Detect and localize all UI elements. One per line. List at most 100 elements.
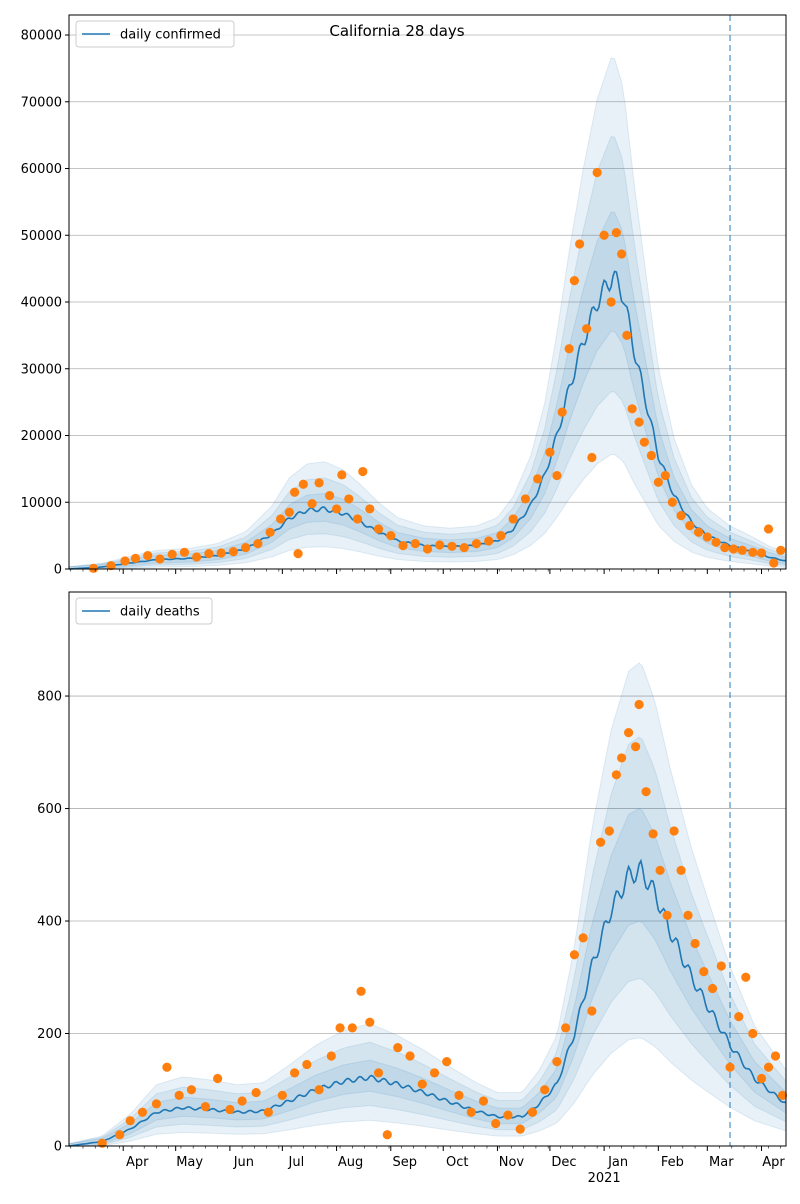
confirmed-observed-point [676,511,686,521]
deaths-observed-point [777,1090,788,1100]
deaths-observed-point [417,1079,427,1089]
deaths-observed-point [624,728,634,738]
figure-title: California 28 days [329,22,464,40]
deaths-y-tick-label: 800 [37,690,62,705]
deaths-observed-point [393,1042,403,1053]
deaths-observed-point [716,961,726,971]
confirmed-observed-point [435,540,445,550]
deaths-observed-point [356,986,366,996]
deaths-legend-label: daily deaths [120,605,200,620]
confirmed-observed-point [575,239,585,249]
confirmed-observed-point [639,437,649,447]
x-month-label: Nov [499,1155,525,1170]
confirmed-observed-point [557,407,567,417]
x-month-label: Feb [661,1155,684,1170]
deaths-observed-point [365,1017,375,1027]
deaths-observed-point [263,1107,273,1117]
deaths-y-tick-label: 0 [54,1140,62,1155]
confirmed-y-tick-label: 30000 [21,362,62,377]
deaths-observed-point [604,826,614,836]
deaths-y-tick-label: 200 [37,1027,62,1042]
x-month-label: Mar [709,1155,734,1170]
confirmed-x-ticks [70,569,782,574]
confirmed-observed-point [307,498,317,509]
deaths-observed-point [690,938,700,949]
deaths-observed-point [763,1062,774,1072]
deaths-observed-point [151,1099,162,1109]
deaths-axes-frame [68,591,787,1147]
deaths-observed-point [186,1085,197,1095]
confirmed-observed-point [776,545,786,555]
x-month-label: Aug [338,1155,363,1170]
deaths-observed-point [725,1062,735,1072]
deaths-observed-point [237,1096,247,1106]
deaths-observed-point [748,1028,758,1039]
confirmed-observed-point [653,477,663,487]
confirmed-observed-points [88,167,786,573]
confirmed-observed-point [293,549,303,559]
confirmed-observed-point [611,227,621,238]
confirmed-y-tick-label: 20000 [21,429,62,444]
confirmed-legend-label: daily confirmed [120,28,221,43]
confirmed-observed-point [365,504,375,514]
confirmed-observed-point [459,543,469,553]
deaths-observed-point [676,865,686,876]
x-year-label: 2021 [588,1171,621,1186]
confirmed-y-tick-label: 0 [54,563,62,578]
deaths-observed-point [641,787,651,797]
confirmed-observed-point [533,474,543,484]
deaths-observed-point [454,1090,464,1100]
deaths-legend-box [75,597,213,625]
confirmed-observed-point [582,324,592,334]
deaths-observed-point [569,950,579,960]
x-month-label: Dec [551,1155,576,1170]
confirmed-observed-point [284,507,294,517]
confirmed-observed-point [508,514,518,524]
confirmed-observed-point [228,547,238,557]
confirmed-observed-point [337,470,347,480]
deaths-observed-point [503,1110,513,1120]
deaths-y-tick-label: 400 [37,915,62,930]
deaths-observed-point [466,1107,476,1117]
confirmed-observed-point [314,478,324,488]
deaths-panel: 0 200 400 600 800 Apr May Jun Jul Aug Sep Oct Nov De… [37,591,788,1186]
confirmed-y-tick-label: 70000 [21,95,62,110]
confirmed-observed-point [606,297,616,307]
deaths-observed-point [174,1090,184,1100]
confirmed-y-tick-label: 40000 [21,296,62,311]
deaths-observed-point [540,1085,550,1095]
deaths-observed-point [213,1073,223,1084]
confirmed-legend: daily confirmed [75,20,235,48]
confirmed-observed-point [520,494,531,504]
confirmed-observed-point [447,541,457,551]
confirmed-observed-point [599,230,609,240]
confirmed-observed-point [373,524,384,534]
confirmed-observed-point [569,276,579,286]
deaths-observed-point [251,1087,261,1098]
deaths-observed-point [561,1023,571,1033]
x-month-label: Apr [762,1155,785,1170]
deaths-observed-point [734,1012,744,1022]
deaths-observed-point [552,1057,562,1067]
confirmed-observed-point [167,549,177,559]
confirmed-observed-point [702,532,712,542]
deaths-observed-point [655,865,665,876]
confirmed-observed-point [622,330,632,340]
confirmed-observed-point [331,504,342,514]
confirmed-y-tick-label: 60000 [21,162,62,177]
confirmed-observed-point [660,470,670,481]
deaths-legend: daily deaths [75,597,213,625]
confirmed-observed-point [748,547,758,557]
deaths-observed-point [699,967,709,977]
deaths-observed-point [335,1023,345,1033]
x-month-label: Jul [288,1155,305,1170]
confirmed-observed-point [298,479,308,489]
confirmed-y-tick-label: 50000 [21,229,62,244]
confirmed-observed-point [685,521,695,531]
deaths-observed-point [491,1118,501,1129]
confirmed-observed-point [120,556,130,566]
confirmed-observed-point [627,404,637,414]
confirmed-observed-point [179,547,190,557]
